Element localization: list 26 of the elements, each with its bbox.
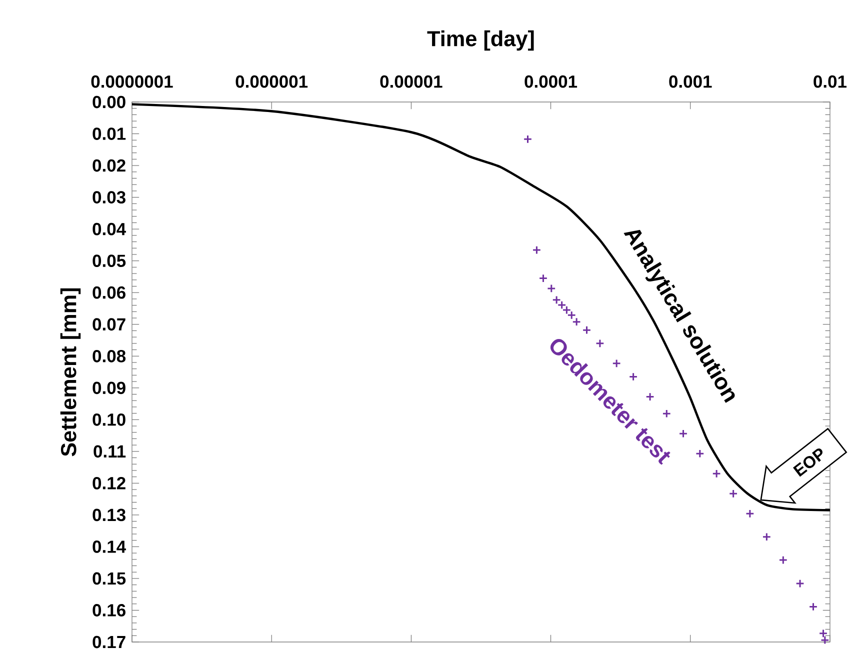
x-tick-label: 0.0001 xyxy=(524,75,578,88)
y-tick-label: 0.11 xyxy=(94,445,126,458)
x-tick-label: 0.000001 xyxy=(236,75,308,88)
y-tick-label: 0.17 xyxy=(92,636,126,648)
y-tick-label: 0.14 xyxy=(92,540,126,553)
y-tick-label: 0.10 xyxy=(92,413,126,426)
x-tick-label: 0.0000001 xyxy=(91,75,173,88)
y-tick-label: 0.09 xyxy=(92,382,126,394)
y-tick-label: 0.03 xyxy=(92,191,126,204)
y-tick-label: 0.01 xyxy=(92,128,126,140)
y-tick-label: 0.05 xyxy=(92,254,126,268)
y-tick-label: 0.00 xyxy=(92,96,126,108)
y-tick-label: 0.07 xyxy=(92,318,126,331)
y-tick-label: 0.15 xyxy=(92,572,126,585)
y-tick-label: 0.13 xyxy=(92,508,126,522)
y-tick-label: 0.02 xyxy=(92,159,126,172)
x-tick-label: 0.00001 xyxy=(380,75,442,88)
x-axis-title: Time [day] xyxy=(427,30,534,51)
x-tick-label: 0.001 xyxy=(669,75,712,88)
y-tick-label: 0.06 xyxy=(92,286,126,299)
y-tick-label: 0.12 xyxy=(92,477,126,490)
x-tick-label: 0.01 xyxy=(814,75,847,88)
y-tick-label: 0.08 xyxy=(92,350,126,362)
y-axis-title: Settlement [mm] xyxy=(60,288,81,456)
y-tick-label: 0.16 xyxy=(92,604,126,616)
y-tick-label: 0.04 xyxy=(92,222,126,236)
